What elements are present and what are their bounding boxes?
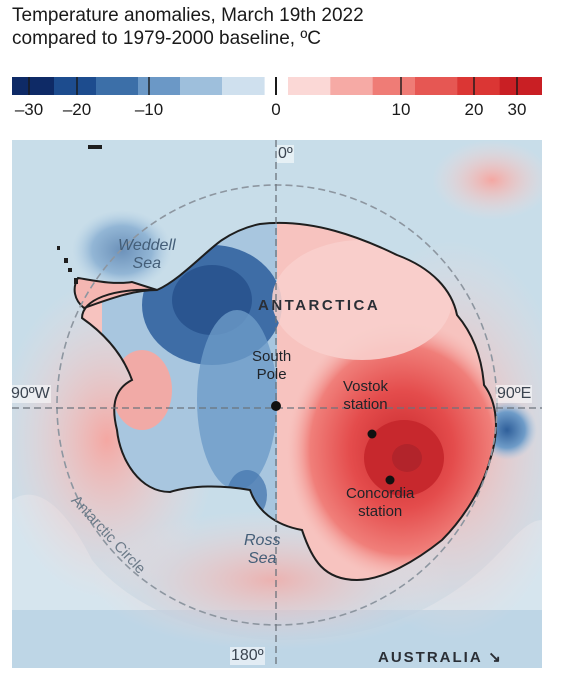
label-meridian-180: 180º (230, 647, 265, 665)
islands (57, 145, 102, 284)
scale-swatch-warm-6 (499, 77, 542, 95)
warm-east-north (272, 240, 452, 360)
island-1 (64, 258, 68, 263)
scale-label-10: 10 (391, 100, 411, 119)
chart-title: Temperature anomalies, March 19th 2022 c… (12, 4, 364, 50)
label-south-pole-line-1: South (252, 348, 292, 365)
color-scale-bar (12, 77, 542, 95)
anomaly-map: 0º 180º 90ºW 90ºE Weddell Sea Ross Sea A… (10, 140, 542, 668)
map-graphic (12, 140, 542, 668)
island-3 (74, 278, 78, 284)
title-line-1: Temperature anomalies, March 19th 2022 (12, 5, 364, 26)
label-concordia-line-2: station (358, 503, 403, 520)
label-weddell-line-2: Sea (132, 255, 161, 272)
scale-swatch-cold-6 (222, 77, 265, 95)
scale-swatch-cold-1 (12, 77, 55, 95)
scale-swatch-cold-5 (180, 77, 223, 95)
label-concordia-line-1: Concordia (346, 485, 415, 502)
color-scale (12, 77, 542, 95)
label-concordia-station: Concordia station (346, 485, 414, 521)
label-ross-line-2: Sea (247, 550, 277, 567)
title-line-2: compared to 1979-2000 baseline, ºC (12, 28, 322, 49)
scale-swatch-warm-1 (288, 77, 331, 95)
scale-swatch-cold-3 (96, 77, 139, 95)
scale-label-minus-30: –30 (14, 100, 44, 119)
island-4 (57, 246, 60, 250)
scale-label-minus-20: –20 (62, 100, 92, 119)
label-vostok-line-1: Vostok (343, 378, 389, 395)
scale-label-zero: 0 (271, 100, 281, 119)
scale-swatch-warm-5 (457, 77, 501, 95)
label-vostok-line-2: station (343, 396, 388, 413)
warm-patch-northeast (432, 140, 542, 220)
scale-label-20: 20 (464, 100, 484, 119)
label-ross-sea: Ross Sea (244, 532, 280, 568)
island-2 (68, 268, 72, 272)
label-meridian-90e: 90ºE (496, 385, 533, 403)
scale-swatch-warm-4 (415, 77, 458, 95)
color-scale-labels: –30 –20 –10 0 10 20 30 (0, 100, 561, 124)
label-weddell-sea: Weddell Sea (118, 237, 176, 273)
island-5 (88, 145, 102, 149)
label-ross-line-1: Ross (244, 532, 281, 549)
hot-core-inner (392, 444, 422, 472)
vostok-station-marker (367, 429, 377, 439)
scale-swatch-warm-3 (372, 77, 416, 95)
label-vostok-station: Vostok station (343, 378, 388, 414)
label-south-pole: South Pole (252, 348, 291, 384)
antarctic-circle-line (56, 184, 498, 626)
south-pole-marker (271, 401, 281, 411)
concordia-station-marker (385, 475, 395, 485)
antarctica-coastline (80, 221, 497, 582)
label-meridian-90w: 90ºW (10, 385, 51, 403)
label-south-pole-line-2: Pole (256, 366, 287, 383)
scale-label-30: 30 (507, 100, 527, 119)
label-meridian-0: 0º (277, 145, 294, 163)
label-australia: AUSTRALIA ↘ (378, 649, 503, 666)
label-antarctica: ANTARCTICA (258, 297, 381, 314)
scale-swatch-cold-2 (54, 77, 97, 95)
scale-swatch-warm-2 (330, 77, 374, 95)
scale-label-minus-10: –10 (134, 100, 164, 119)
cold-streak-center (197, 310, 277, 490)
scale-swatch-cold-4 (138, 77, 181, 95)
label-weddell-line-1: Weddell (118, 237, 176, 254)
